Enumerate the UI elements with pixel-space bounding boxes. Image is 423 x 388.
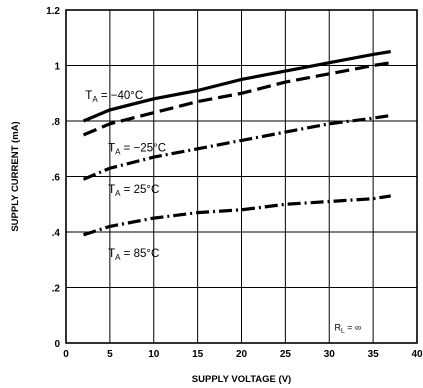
x-tick-label: 20 (236, 349, 248, 360)
y-tick-label: .4 (52, 228, 61, 239)
x-tick-label: 40 (411, 349, 423, 360)
plot-frame (65, 9, 418, 344)
series-label-3: TA = 25°C (108, 184, 159, 198)
series-line-1 (82, 50, 391, 123)
grid-lines (65, 9, 418, 344)
data-curves (82, 50, 391, 237)
series-labels: TA = −40°C TA = −25°C TA = 25°C TA = 85°C (85, 90, 166, 262)
y-tick-label: .2 (52, 284, 61, 295)
x-tick-labels: 0 5 10 15 20 25 30 35 40 (63, 349, 423, 360)
y-axis-label: SUPPLY CURRENT (mA) (10, 121, 21, 231)
series-line-4 (83, 194, 391, 237)
series-label-2: TA = −25°C (108, 143, 166, 157)
y-tick-label: 1 (54, 62, 60, 73)
x-axis-label: SUPPLY VOLTAGE (V) (192, 374, 291, 385)
x-tick-label: 5 (107, 349, 113, 360)
y-tick-label: 1.2 (46, 6, 60, 17)
x-tick-label: 30 (324, 349, 336, 360)
series-line-2 (82, 61, 391, 137)
y-tick-labels: 0 .2 .4 .6 .8 1 1.2 (46, 6, 60, 350)
y-tick-label: .6 (52, 173, 61, 184)
x-tick-label: 25 (280, 349, 292, 360)
series-label-1: TA = −40°C (85, 90, 143, 104)
x-tick-label: 15 (192, 349, 204, 360)
x-tick-label: 0 (63, 349, 69, 360)
x-tick-label: 10 (148, 349, 160, 360)
y-tick-label: 0 (54, 339, 60, 350)
series-line-3 (82, 113, 391, 181)
load-resistance-note: RL = ∞ (335, 323, 362, 335)
x-tick-label: 35 (368, 349, 380, 360)
y-tick-label: .8 (52, 117, 61, 128)
series-label-4: TA = 85°C (108, 248, 159, 262)
